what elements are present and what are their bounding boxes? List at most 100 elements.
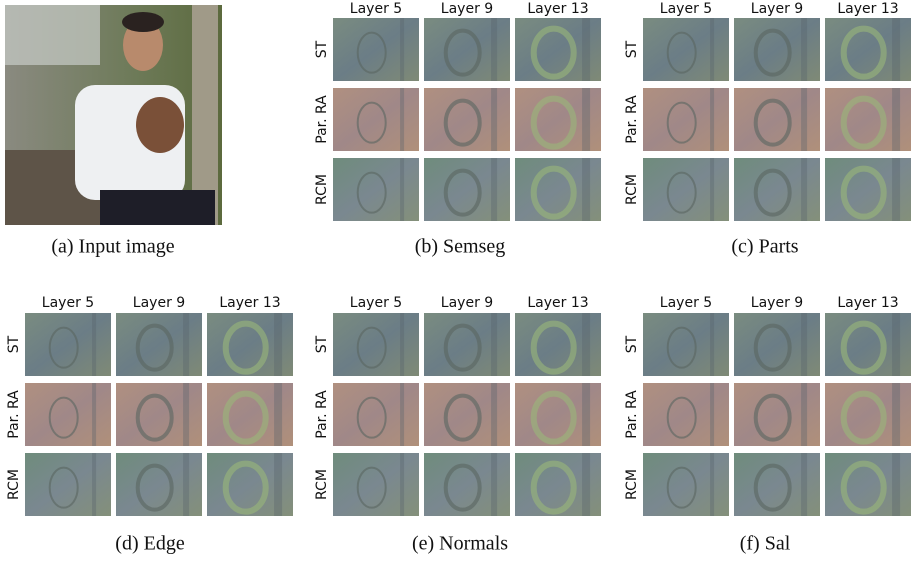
feature-map-stripe	[892, 88, 901, 151]
column-label: Layer 13	[527, 295, 588, 311]
input-image	[5, 5, 222, 225]
feature-map-stripe	[710, 88, 715, 151]
feature-map	[643, 18, 729, 81]
feature-map-bg	[25, 313, 111, 376]
feature-map	[734, 18, 820, 81]
feature-map-bg	[734, 313, 820, 376]
feature-map-stripe	[710, 313, 715, 376]
feature-map-shape	[753, 463, 792, 512]
feature-map	[515, 383, 601, 446]
feature-map-stripe	[491, 313, 498, 376]
feature-map-shape	[530, 390, 577, 445]
feature-map-stripe	[274, 453, 283, 516]
feature-map-shape	[48, 466, 79, 509]
feature-map-shape	[356, 396, 387, 439]
feature-map	[116, 383, 202, 446]
feature-map	[424, 383, 510, 446]
feature-map-bg	[424, 313, 510, 376]
feature-map-stripe	[491, 18, 498, 81]
feature-map-shape	[840, 25, 887, 80]
feature-map	[643, 88, 729, 151]
caption: (b) Semseg	[415, 236, 506, 258]
row-label: Par. RA	[314, 95, 330, 144]
feature-map-shape	[753, 393, 792, 442]
feature-map-bg	[333, 453, 419, 516]
feature-map	[825, 313, 911, 376]
row-label: ST	[624, 335, 640, 353]
feature-map-shape	[356, 466, 387, 509]
feature-map	[825, 383, 911, 446]
row-label: Par. RA	[314, 390, 330, 439]
feature-map-shape	[666, 31, 697, 74]
feature-map-stripe	[92, 453, 97, 516]
feature-map-stripe	[892, 453, 901, 516]
caption: (e) Normals	[412, 533, 508, 555]
column-label: Layer 13	[527, 1, 588, 17]
feature-map-bg	[643, 453, 729, 516]
feature-map-shape	[530, 460, 577, 515]
feature-map	[825, 18, 911, 81]
row-label: ST	[314, 40, 330, 58]
feature-map-bg	[643, 88, 729, 151]
row-label: RCM	[314, 174, 330, 205]
feature-map-shape	[530, 165, 577, 220]
feature-map-stripe	[274, 383, 283, 446]
feature-map-shape	[135, 463, 174, 512]
column-label: Layer 9	[133, 295, 185, 311]
feature-map-stripe	[491, 453, 498, 516]
feature-map	[515, 158, 601, 221]
row-label: RCM	[624, 469, 640, 500]
feature-map-stripe	[400, 18, 405, 81]
feature-map	[116, 453, 202, 516]
feature-map-stripe	[801, 18, 808, 81]
row-label: Par. RA	[624, 390, 640, 439]
feature-map-bg	[424, 88, 510, 151]
feature-map-bg	[25, 453, 111, 516]
feature-map-stripe	[183, 313, 190, 376]
row-label: Par. RA	[624, 95, 640, 144]
feature-map-stripe	[892, 383, 901, 446]
caption: (a) Input image	[51, 236, 174, 258]
feature-map	[734, 313, 820, 376]
caption: (c) Parts	[731, 236, 798, 258]
column-label: Layer 13	[837, 295, 898, 311]
feature-map	[515, 453, 601, 516]
feature-map-shape	[135, 323, 174, 372]
feature-map	[333, 383, 419, 446]
feature-map	[825, 158, 911, 221]
feature-map	[25, 313, 111, 376]
feature-map	[825, 453, 911, 516]
feature-map-stripe	[710, 453, 715, 516]
feature-map-bg	[116, 453, 202, 516]
feature-map-shape	[530, 95, 577, 150]
feature-map-stripe	[183, 383, 190, 446]
feature-map	[424, 18, 510, 81]
feature-map-shape	[443, 323, 482, 372]
feature-map-stripe	[801, 453, 808, 516]
feature-map-stripe	[400, 88, 405, 151]
feature-map-bg	[333, 18, 419, 81]
feature-map-shape	[356, 171, 387, 214]
feature-map-bg	[643, 18, 729, 81]
feature-map-shape	[135, 393, 174, 442]
feature-map-bg	[116, 313, 202, 376]
feature-map	[643, 383, 729, 446]
feature-map	[424, 158, 510, 221]
feature-map-bg	[424, 158, 510, 221]
feature-map-shape	[443, 28, 482, 77]
caption: (f) Sal	[740, 533, 791, 555]
feature-map	[424, 88, 510, 151]
feature-map-bg	[734, 383, 820, 446]
feature-map	[333, 88, 419, 151]
feature-map-shape	[666, 101, 697, 144]
caption: (d) Edge	[115, 533, 185, 555]
feature-map-bg	[25, 383, 111, 446]
column-label: Layer 9	[751, 295, 803, 311]
feature-map-shape	[222, 390, 269, 445]
feature-map	[734, 88, 820, 151]
feature-map	[25, 453, 111, 516]
feature-map-shape	[222, 460, 269, 515]
feature-map-shape	[443, 168, 482, 217]
feature-map-shape	[443, 98, 482, 147]
feature-map-bg	[734, 158, 820, 221]
